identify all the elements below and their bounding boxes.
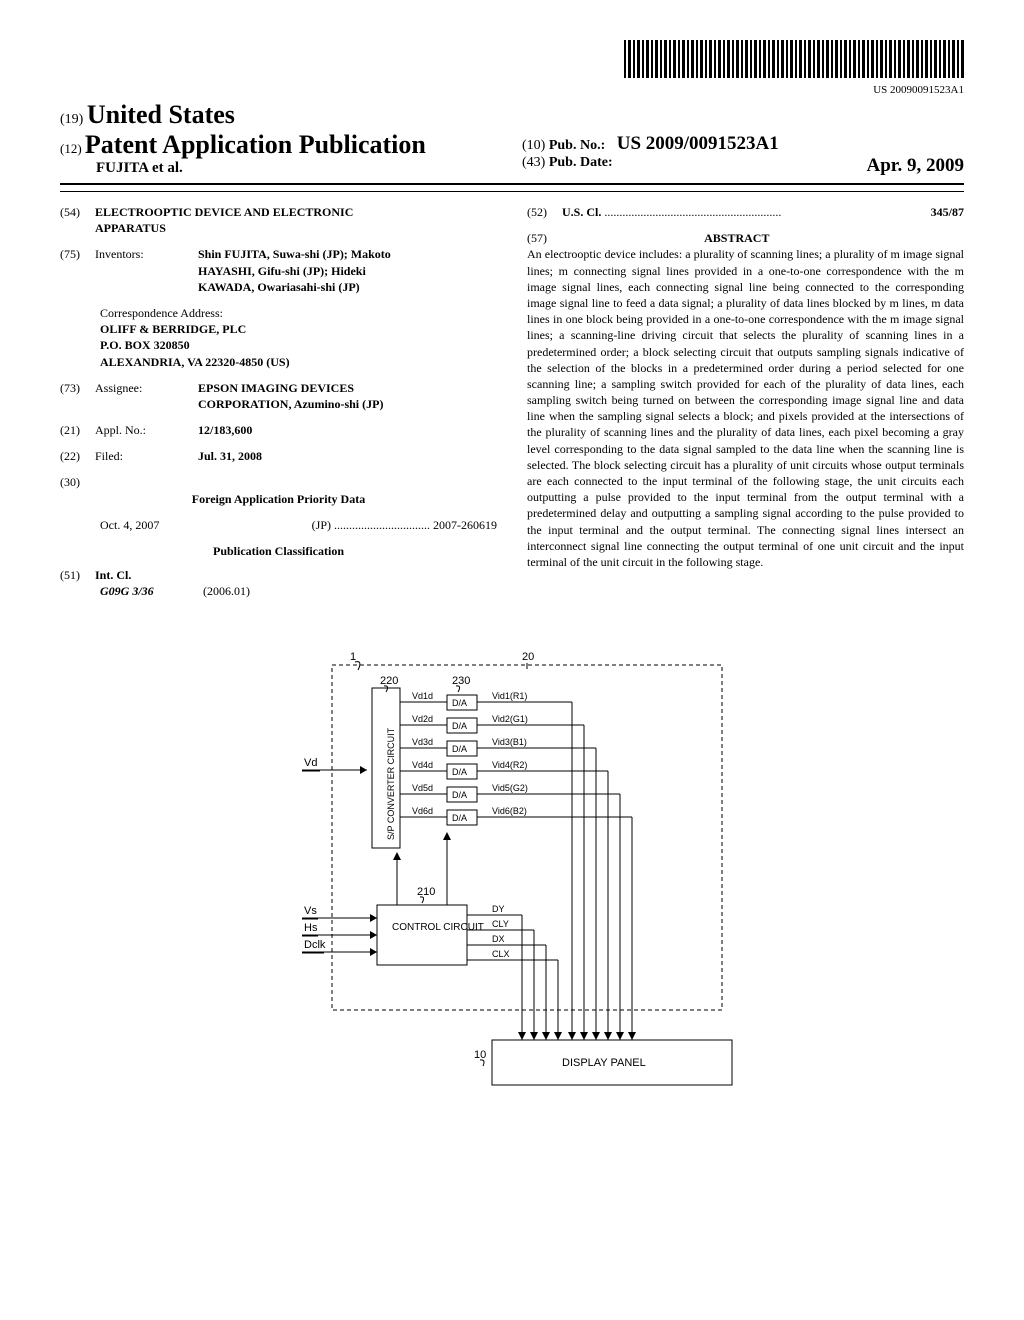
pub-classification-title: Publication Classification <box>60 543 497 559</box>
svg-text:210: 210 <box>417 886 435 898</box>
svg-text:CLX: CLX <box>492 949 510 959</box>
svg-text:D/A: D/A <box>452 744 467 754</box>
body-columns: (54) ELECTROOPTIC DEVICE AND ELECTRONIC … <box>60 204 964 610</box>
svg-text:Vd2d: Vd2d <box>412 714 433 724</box>
pub-no-label: Pub. No.: <box>549 138 605 153</box>
svg-text:D/A: D/A <box>452 698 467 708</box>
svg-text:10: 10 <box>474 1049 486 1061</box>
correspondence-label: Correspondence Address: <box>100 305 497 321</box>
code-21: (21) <box>60 422 92 438</box>
foreign-priority-title: Foreign Application Priority Data <box>60 491 497 507</box>
invention-title: ELECTROOPTIC DEVICE AND ELECTRONIC APPAR… <box>95 204 395 236</box>
foreign-app-no: 2007-260619 <box>433 518 497 532</box>
svg-text:D/A: D/A <box>452 767 467 777</box>
appl-no: 12/183,600 <box>198 423 252 437</box>
svg-text:Vid3(B1): Vid3(B1) <box>492 737 527 747</box>
intcl-date: (2006.01) <box>203 584 250 598</box>
filed-label: Filed: <box>95 448 195 464</box>
svg-text:DY: DY <box>492 904 505 914</box>
pub-date: Apr. 9, 2009 <box>867 155 964 177</box>
abstract-text: An electrooptic device includes: a plura… <box>527 246 964 570</box>
svg-text:Vd3d: Vd3d <box>412 737 433 747</box>
svg-text:Vd5d: Vd5d <box>412 783 433 793</box>
foreign-country: (JP) <box>312 518 331 532</box>
left-column: (54) ELECTROOPTIC DEVICE AND ELECTRONIC … <box>60 204 497 610</box>
uscl-value: 345/87 <box>931 204 964 220</box>
pub-no: US 2009/0091523A1 <box>617 133 779 154</box>
svg-text:Vid4(R2): Vid4(R2) <box>492 760 527 770</box>
figure: 1 20 S/P CONVERTER CIRCUIT 220 230 D/A D/… <box>60 640 964 1104</box>
barcode-icon <box>624 40 964 78</box>
svg-text:D/A: D/A <box>452 790 467 800</box>
pub-date-label: Pub. Date: <box>549 155 613 170</box>
intcl-label: Int. Cl. <box>95 568 131 582</box>
svg-text:D/A: D/A <box>452 721 467 731</box>
svg-text:Vid5(G2): Vid5(G2) <box>492 783 528 793</box>
inventors-label: Inventors: <box>95 246 195 262</box>
authors: FUJITA et al. <box>60 160 502 177</box>
right-column: (52) U.S. Cl. ..........................… <box>527 204 964 610</box>
code-73: (73) <box>60 380 92 396</box>
svg-text:CONTROL CIRCUIT: CONTROL CIRCUIT <box>392 922 484 933</box>
barcode-region: US 20090091523A1 <box>60 40 964 96</box>
svg-text:Hs: Hs <box>304 922 318 934</box>
svg-text:CLY: CLY <box>492 919 509 929</box>
svg-text:Vd6d: Vd6d <box>412 806 433 816</box>
code-43: (43) <box>522 155 545 170</box>
abstract-heading: ABSTRACT <box>562 230 912 246</box>
code-10: (10) <box>522 138 545 153</box>
svg-text:230: 230 <box>452 675 470 687</box>
code-30: (30) <box>60 474 92 490</box>
appl-no-label: Appl. No.: <box>95 422 195 438</box>
svg-text:Vd1d: Vd1d <box>412 691 433 701</box>
filed-date: Jul. 31, 2008 <box>198 449 262 463</box>
code-52: (52) <box>527 204 559 220</box>
svg-text:Dclk: Dclk <box>304 939 326 951</box>
svg-text:1: 1 <box>350 651 356 663</box>
svg-text:Vid6(B2): Vid6(B2) <box>492 806 527 816</box>
code-12: (12) <box>60 141 82 156</box>
code-57: (57) <box>527 230 559 246</box>
svg-text:Vid1(R1): Vid1(R1) <box>492 691 527 701</box>
correspondence-line-2: P.O. BOX 320850 <box>100 337 497 353</box>
code-54: (54) <box>60 204 92 220</box>
svg-text:Vd4d: Vd4d <box>412 760 433 770</box>
intcl-code: G09G 3/36 <box>100 583 200 599</box>
header: (19) United States (12) Patent Applicati… <box>60 100 964 185</box>
correspondence-line-1: OLIFF & BERRIDGE, PLC <box>100 321 497 337</box>
publication-title: Patent Application Publication <box>85 130 426 159</box>
barcode-number: US 20090091523A1 <box>60 84 964 96</box>
circuit-diagram-icon: 1 20 S/P CONVERTER CIRCUIT 220 230 D/A D/… <box>242 640 782 1100</box>
code-51: (51) <box>60 567 92 583</box>
svg-text:Vs: Vs <box>304 905 317 917</box>
inventors: Shin FUJITA, Suwa-shi (JP); Makoto HAYAS… <box>198 247 391 293</box>
svg-text:DISPLAY PANEL: DISPLAY PANEL <box>562 1057 646 1069</box>
svg-text:20: 20 <box>522 651 534 663</box>
svg-text:S/P CONVERTER CIRCUIT: S/P CONVERTER CIRCUIT <box>386 727 396 840</box>
code-19: (19) <box>60 112 83 127</box>
svg-text:D/A: D/A <box>452 813 467 823</box>
svg-text:Vd: Vd <box>304 757 317 769</box>
assignee-label: Assignee: <box>95 380 195 396</box>
code-75: (75) <box>60 246 92 262</box>
svg-text:DX: DX <box>492 934 505 944</box>
uscl-label: U.S. Cl. <box>562 205 601 219</box>
country: United States <box>87 100 235 129</box>
svg-text:Vid2(G1): Vid2(G1) <box>492 714 528 724</box>
foreign-date: Oct. 4, 2007 <box>100 517 159 533</box>
correspondence-line-3: ALEXANDRIA, VA 22320-4850 (US) <box>100 354 497 370</box>
svg-text:220: 220 <box>380 675 398 687</box>
assignee: EPSON IMAGING DEVICES CORPORATION, Azumi… <box>198 380 418 412</box>
code-22: (22) <box>60 448 92 464</box>
